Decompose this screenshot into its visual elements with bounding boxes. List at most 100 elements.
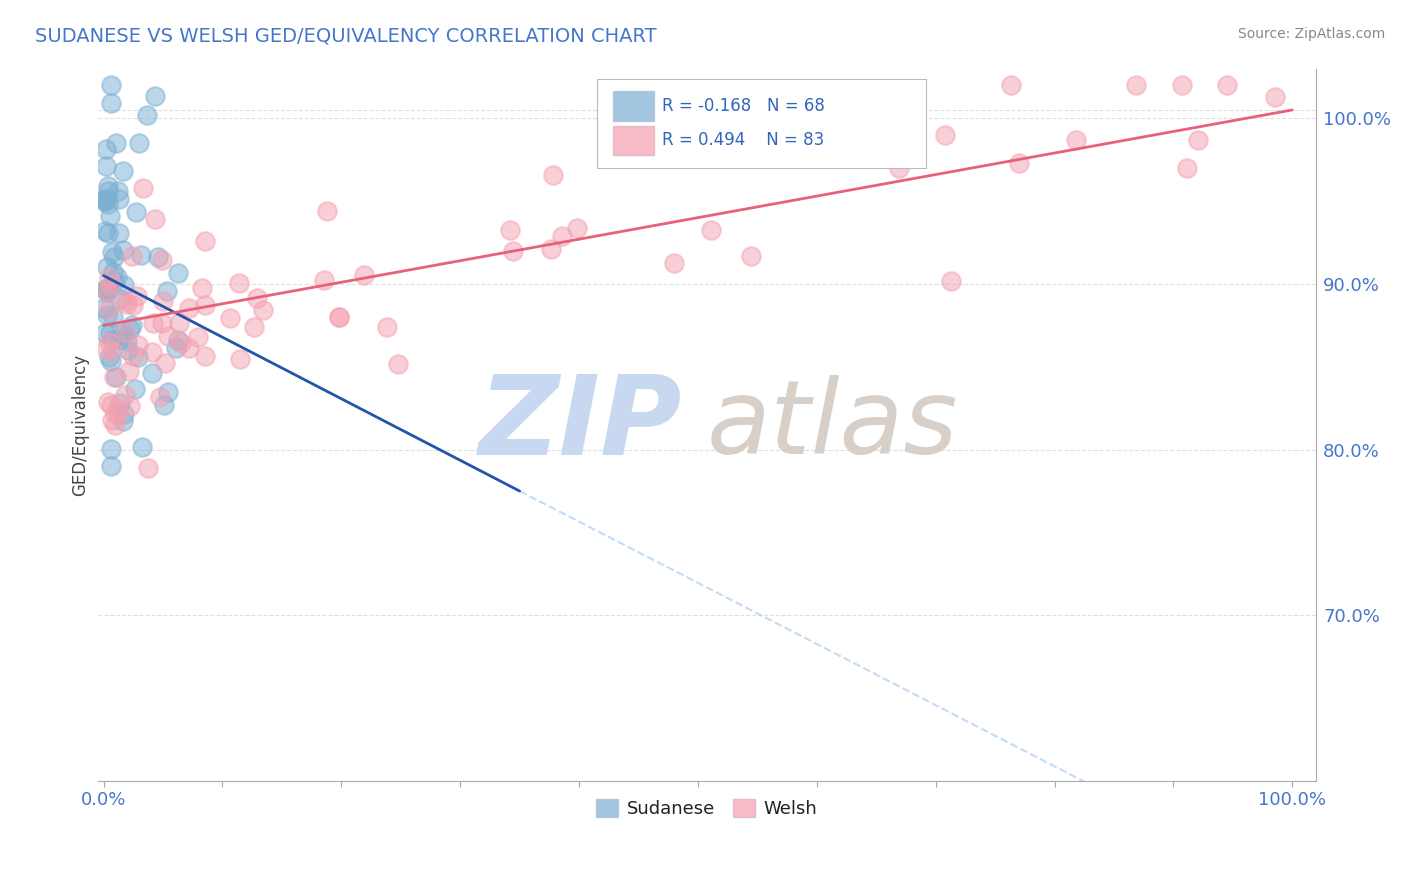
Point	[101, 265, 124, 279]
Point	[156, 384, 179, 399]
Point	[152, 294, 174, 309]
Point	[97, 282, 120, 296]
Point	[738, 99, 761, 113]
Point	[387, 357, 409, 371]
Point	[141, 366, 163, 380]
Point	[100, 96, 122, 111]
Point	[115, 293, 138, 308]
Point	[107, 405, 129, 419]
Point	[97, 395, 120, 409]
Point	[540, 243, 562, 257]
Point	[111, 243, 134, 257]
Point	[152, 398, 174, 412]
Point	[818, 117, 841, 131]
Point	[541, 168, 564, 182]
Point	[96, 308, 118, 322]
Point	[153, 356, 176, 370]
Point	[1264, 90, 1286, 104]
Point	[93, 193, 115, 207]
Point	[156, 285, 179, 299]
Point	[100, 413, 122, 427]
Point	[375, 319, 398, 334]
Point	[1171, 78, 1194, 92]
Point	[98, 270, 121, 285]
Point	[100, 78, 122, 92]
Point	[97, 184, 120, 198]
Point	[194, 350, 217, 364]
Point	[191, 281, 214, 295]
Point	[94, 142, 117, 156]
Point	[105, 270, 128, 285]
Point	[167, 266, 190, 280]
Point	[97, 302, 120, 317]
Point	[129, 247, 152, 261]
Point	[177, 341, 200, 355]
Point	[165, 341, 187, 355]
Point	[740, 249, 762, 263]
Point	[121, 350, 143, 364]
Point	[96, 343, 118, 357]
Point	[152, 316, 174, 330]
Point	[1187, 133, 1209, 147]
Point	[104, 417, 127, 432]
Point	[124, 383, 146, 397]
Point	[117, 364, 139, 378]
Point	[114, 326, 136, 341]
Point	[108, 193, 131, 207]
Text: R = -0.168   N = 68: R = -0.168 N = 68	[662, 97, 824, 115]
Point	[136, 460, 159, 475]
Point	[103, 251, 125, 265]
Point	[815, 134, 838, 148]
Point	[96, 192, 118, 206]
Point	[939, 274, 962, 288]
Point	[127, 337, 149, 351]
Point	[97, 178, 120, 193]
Point	[110, 293, 132, 307]
Text: SUDANESE VS WELSH GED/EQUIVALENCY CORRELATION CHART: SUDANESE VS WELSH GED/EQUIVALENCY CORREL…	[35, 27, 657, 45]
Text: R = 0.494    N = 83: R = 0.494 N = 83	[662, 131, 824, 150]
Point	[499, 223, 522, 237]
Text: atlas: atlas	[707, 375, 959, 475]
Point	[145, 212, 167, 227]
Point	[108, 333, 131, 347]
Point	[700, 223, 723, 237]
Point	[103, 274, 125, 288]
Point	[108, 226, 131, 240]
Point	[94, 192, 117, 206]
Point	[565, 220, 588, 235]
Point	[121, 249, 143, 263]
Legend: Sudanese, Welsh: Sudanese, Welsh	[589, 791, 825, 825]
Point	[96, 159, 118, 173]
Point	[142, 317, 165, 331]
Point	[127, 289, 149, 303]
Point	[1125, 78, 1147, 92]
Point	[328, 310, 350, 324]
Point	[104, 370, 127, 384]
Point	[97, 334, 120, 349]
Point	[167, 316, 190, 330]
Point	[551, 229, 574, 244]
Point	[100, 333, 122, 347]
Point	[846, 111, 869, 125]
Point	[315, 203, 337, 218]
Point	[98, 326, 121, 340]
Point	[194, 235, 217, 249]
Point	[117, 343, 139, 358]
Point	[219, 311, 242, 326]
Point	[97, 226, 120, 240]
Point	[187, 330, 209, 344]
Point	[149, 390, 172, 404]
Point	[100, 459, 122, 474]
Point	[93, 301, 115, 315]
Point	[96, 284, 118, 298]
Point	[146, 250, 169, 264]
Point	[112, 277, 135, 292]
Point	[112, 407, 135, 421]
Point	[112, 163, 135, 178]
Point	[110, 396, 132, 410]
Point	[242, 319, 264, 334]
Point	[157, 329, 180, 343]
Point	[662, 256, 685, 270]
Point	[93, 326, 115, 341]
Point	[107, 184, 129, 198]
